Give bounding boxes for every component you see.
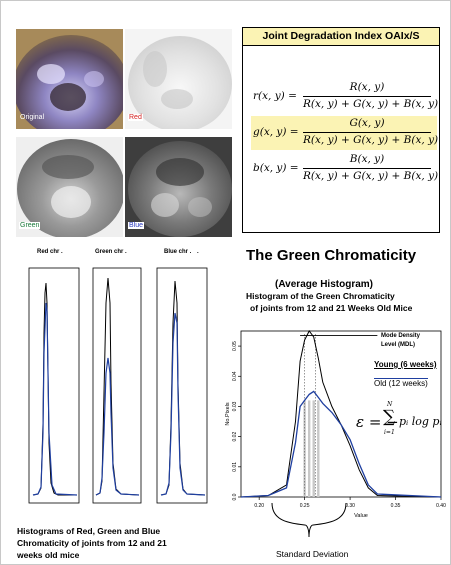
chart-series	[240, 330, 442, 498]
photo-label-blue: Blue	[128, 222, 145, 229]
legend-young: Young (6 weeks)	[374, 360, 437, 369]
formula-red: r(x, y) = R(x, y) R(x, y) + G(x, y) + B(…	[251, 80, 439, 114]
std-label: Standard Deviation	[276, 549, 349, 559]
y-tick-label: 0.03	[232, 401, 238, 411]
fraction-bar	[303, 168, 431, 169]
entropy-lhs: ε = −	[356, 413, 399, 431]
green-channel-image	[16, 137, 123, 237]
original-joint-image	[16, 29, 123, 129]
hist-panel-red	[28, 267, 80, 504]
formula-green-denominator: R(x, y) + G(x, y) + B(x, y)	[303, 134, 439, 146]
formula-box: Joint Degradation Index OAIx/S r(x, y) =…	[242, 27, 440, 233]
young-series-line	[240, 330, 442, 498]
legend-mdl-line2: Level (MDL)	[381, 342, 416, 348]
formula-blue: b(x, y) = B(x, y) R(x, y) + G(x, y) + B(…	[251, 152, 439, 186]
formula-green: g(x, y) = G(x, y) R(x, y) + G(x, y) + B(…	[251, 116, 439, 150]
red-hist-black-curve	[32, 282, 77, 496]
photo-blue: Blue	[125, 137, 232, 237]
small-hist-caption-line2: Chromaticity of joints from 12 and 21	[17, 538, 167, 548]
plot-frame	[240, 330, 442, 498]
red-channel-image	[125, 29, 232, 129]
formula-red-numerator: R(x, y)	[349, 81, 385, 93]
std-band-bar	[312, 400, 315, 497]
chart-title-line2: of joints from 12 and 21 Weeks Old Mice	[250, 303, 413, 313]
chart-title-line1: Histogram of the Green Chromaticity	[246, 291, 395, 301]
green-chromaticity-chart: 0.20 0.25 0.30 0.35 0.40 0.0 0.01 0.02 0.03 0.04 0…	[225, 330, 446, 519]
fraction-bar	[303, 96, 431, 97]
entropy-body: pᵢ log pᵢ	[399, 415, 442, 428]
hist-panel-blue	[156, 267, 208, 504]
small-hist-title-green: Green chr .	[95, 249, 127, 255]
red-hist-blue-curve	[32, 302, 78, 496]
photo-label-red: Red	[128, 114, 143, 121]
formula-blue-numerator: B(x, y)	[349, 153, 385, 165]
x-tick-label: 0.25	[300, 503, 310, 509]
old-series-line	[240, 390, 442, 498]
x-tick-label: 0.20	[254, 503, 264, 509]
y-tick-label: 0.0	[232, 493, 238, 500]
blue-hist-black-curve	[160, 280, 206, 496]
std-brace	[271, 502, 347, 538]
x-tick-label: 0.30	[345, 503, 355, 509]
small-hist-title-red: Red chr .	[37, 249, 63, 255]
entropy-sum-symbol: ∑	[383, 407, 396, 427]
x-axis-label: Value	[354, 513, 368, 519]
x-tick-label: 0.35	[391, 503, 401, 509]
formula-blue-lhs: b(x, y) =	[253, 162, 299, 174]
photo-label-green: Green	[19, 222, 41, 229]
formula-box-title: Joint Degradation Index OAIx/S	[243, 28, 439, 46]
chart-axes: 0.20 0.25 0.30 0.35 0.40 0.0 0.01 0.02 0.03 0.04 0…	[225, 330, 446, 519]
entropy-formula: ε = − N ∑ i=1 pᵢ log pᵢ	[356, 401, 446, 441]
formula-green-numerator: G(x, y)	[349, 117, 385, 129]
formula-green-lhs: g(x, y) =	[253, 126, 299, 138]
legend-old: Old (12 weeks)	[374, 378, 428, 388]
entropy-sum-top: N	[387, 401, 393, 408]
photo-original: Original	[16, 29, 123, 129]
formula-red-denominator: R(x, y) + G(x, y) + B(x, y)	[303, 98, 439, 110]
formula-blue-denominator: R(x, y) + G(x, y) + B(x, y)	[303, 170, 439, 182]
green-hist-blue-curve	[95, 357, 140, 496]
y-tick-label: 0.05	[232, 341, 238, 351]
photo-green: Green	[16, 137, 123, 237]
photo-label-original: Original	[20, 114, 45, 121]
formula-red-lhs: r(x, y) =	[253, 90, 297, 102]
small-hist-title-dot: .	[197, 249, 199, 255]
hist-panel-green	[92, 267, 142, 504]
small-hist-title-blue: Blue chr .	[164, 249, 192, 255]
photo-red: Red	[125, 29, 232, 129]
small-hist-caption-line3: weeks old mice	[17, 550, 80, 560]
y-tick-label: 0.04	[232, 371, 238, 381]
legend-mdl-line1: Mode Density	[381, 333, 421, 339]
entropy-sum-bottom: i=1	[384, 429, 395, 436]
y-axis-label: No.Pixels	[225, 402, 231, 425]
std-band-bar	[307, 400, 311, 497]
blue-channel-image	[125, 137, 232, 237]
small-hist-caption-line1: Histograms of Red, Green and Blue	[17, 526, 161, 536]
std-band-bar	[317, 400, 320, 497]
x-tick-label: 0.40	[436, 503, 446, 509]
y-tick-label: 0.01	[232, 462, 238, 472]
average-histogram-subheading: (Average Histogram)	[275, 279, 373, 290]
small-histograms	[28, 267, 208, 504]
green-chromaticity-heading: The Green Chromaticity	[246, 247, 417, 264]
blue-hist-blue-curve	[160, 312, 206, 496]
fraction-bar	[303, 132, 431, 133]
y-tick-label: 0.02	[232, 432, 238, 442]
